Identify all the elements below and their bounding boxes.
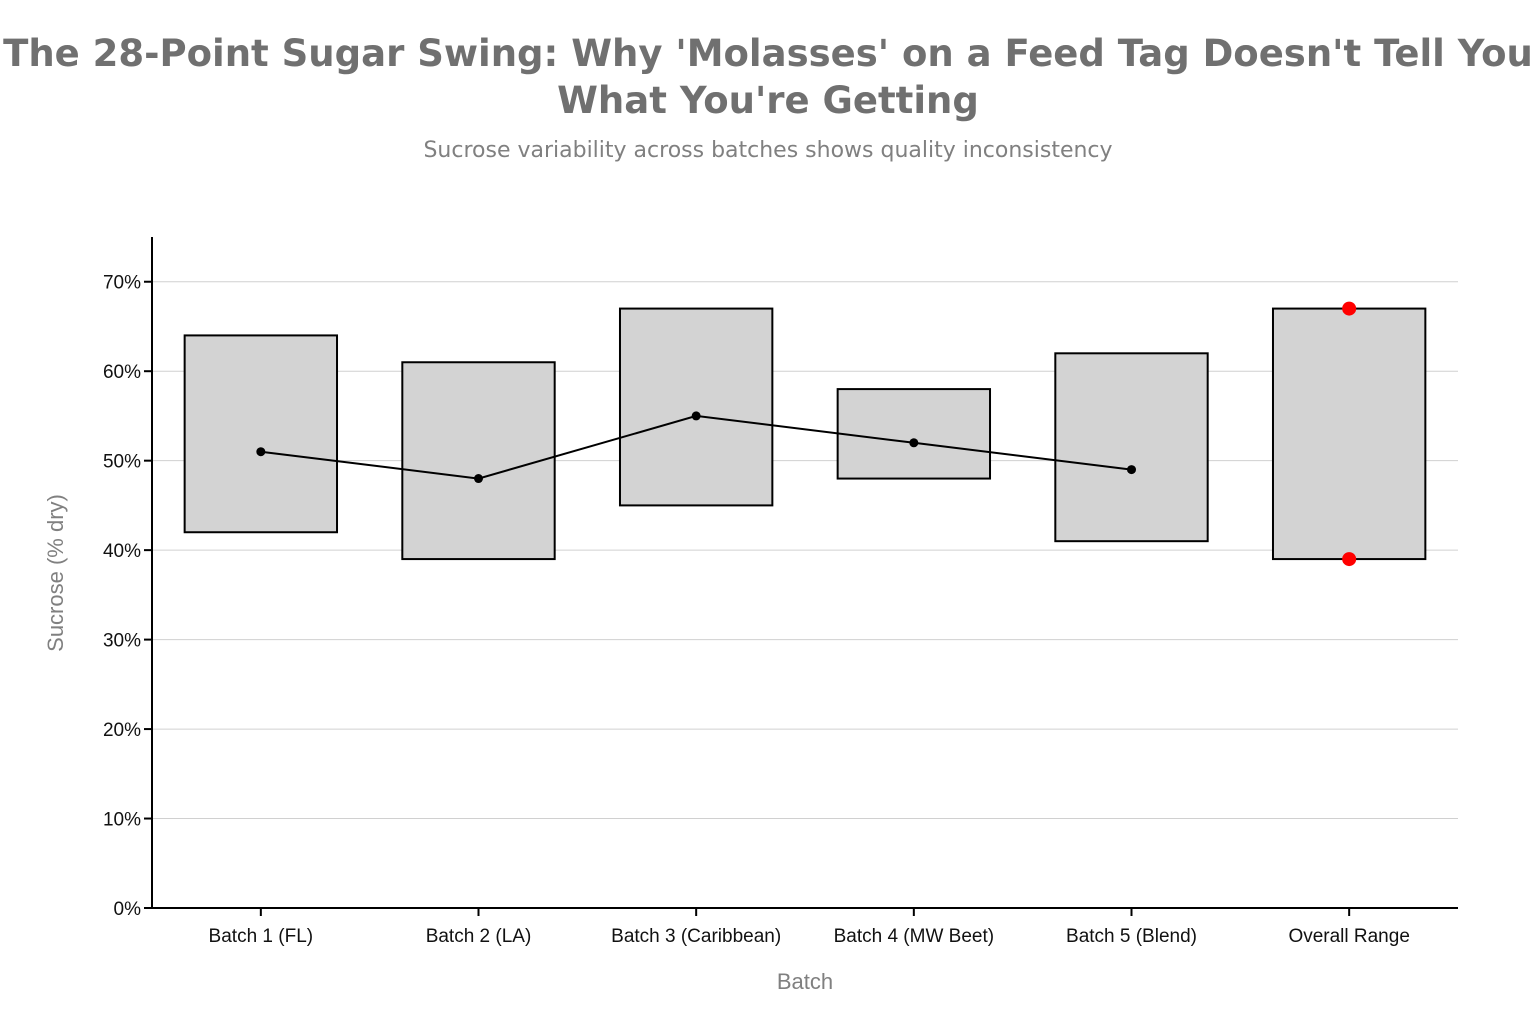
y-tick-label: 60% xyxy=(103,362,141,383)
range-box xyxy=(836,388,992,480)
chart-subtitle: Sucrose variability across batches shows… xyxy=(423,138,1113,163)
range-box xyxy=(401,361,556,561)
y-tick-label: 40% xyxy=(103,541,141,562)
range-box xyxy=(618,307,774,507)
x-tick-label: Batch 2 (LA) xyxy=(426,926,532,947)
mean-point xyxy=(474,474,483,484)
mean-point xyxy=(256,447,266,457)
mean-point xyxy=(909,438,919,448)
y-tick-label: 0% xyxy=(114,899,142,920)
range-box xyxy=(1271,307,1427,561)
range-box xyxy=(1054,352,1209,543)
x-axis-label: Batch xyxy=(777,969,833,994)
extreme-point xyxy=(1342,552,1357,567)
mean-point xyxy=(1127,465,1136,475)
x-tick-label: Batch 5 (Blend) xyxy=(1066,926,1197,947)
x-tick-label: Batch 3 (Caribbean) xyxy=(611,926,781,947)
extreme-point xyxy=(1342,301,1357,316)
y-tick-label: 10% xyxy=(103,810,141,831)
x-tick-label: Overall Range xyxy=(1288,926,1409,947)
x-tick-label: Batch 1 (FL) xyxy=(209,926,314,947)
y-tick-label: 50% xyxy=(103,452,141,473)
mean-point xyxy=(691,411,701,421)
y-tick-label: 30% xyxy=(103,631,141,652)
y-tick-label: 70% xyxy=(103,273,141,294)
range-box xyxy=(183,334,339,534)
chart-title: The 28-Point Sugar Swing: Why 'Molasses'… xyxy=(3,32,1533,122)
y-axis-label: Sucrose (% dry) xyxy=(43,494,68,652)
y-tick-label: 20% xyxy=(103,720,141,741)
x-tick-label: Batch 4 (MW Beet) xyxy=(834,926,995,947)
